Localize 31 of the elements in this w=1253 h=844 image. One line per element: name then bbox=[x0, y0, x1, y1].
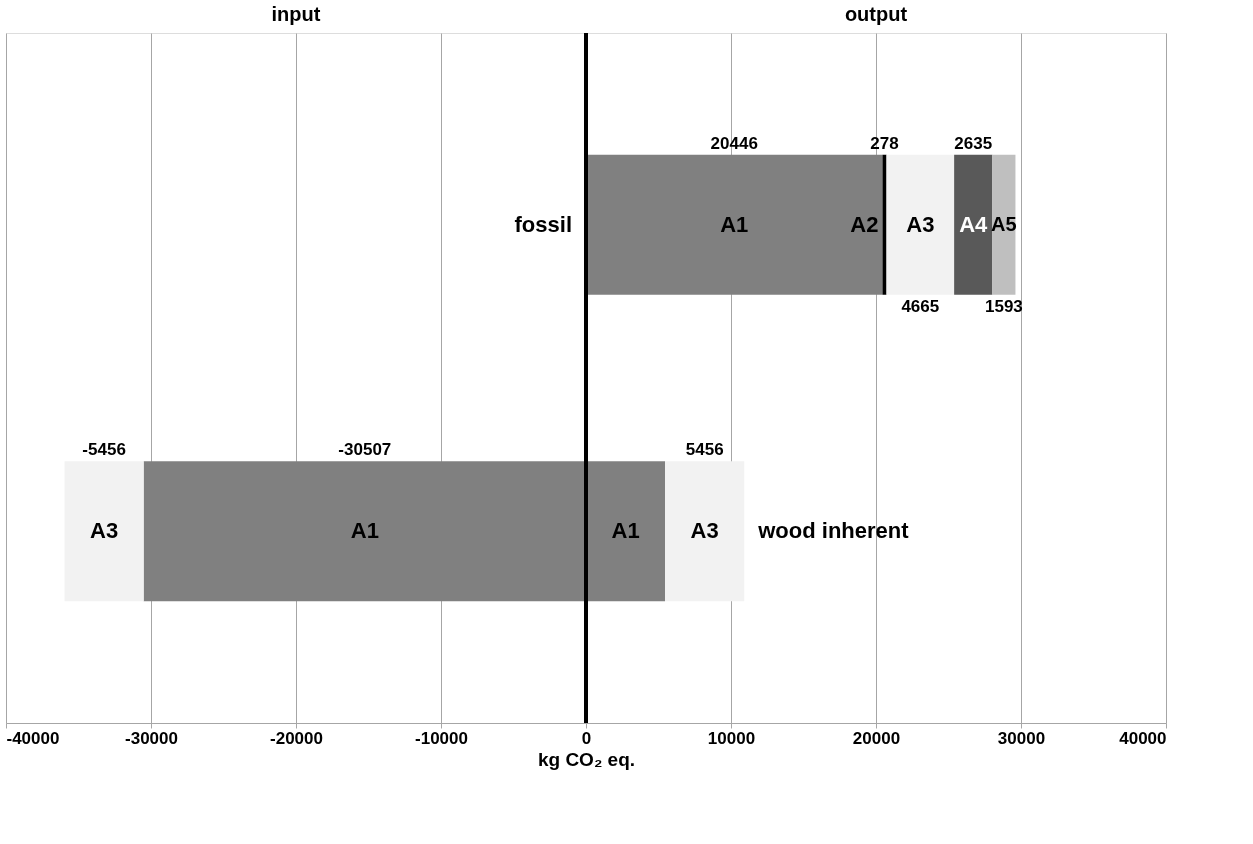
series-label: A5 bbox=[991, 212, 1017, 235]
x-tick-label: -30000 bbox=[125, 728, 178, 748]
x-tick-label: 30000 bbox=[997, 728, 1046, 748]
data-label: -5456 bbox=[82, 440, 126, 460]
x-axis-title: kg CO₂ eq. bbox=[537, 748, 636, 770]
x-tick-label: 40000 bbox=[1119, 728, 1167, 748]
data-label: 278 bbox=[870, 133, 899, 153]
data-label: 20446 bbox=[710, 133, 758, 153]
x-tick-label: 10000 bbox=[707, 728, 756, 748]
series-label: A3 bbox=[90, 518, 119, 544]
y-tick-label: wood inherent bbox=[757, 518, 910, 544]
x-tick-label: 20000 bbox=[852, 728, 901, 748]
x-tick-label: 0 bbox=[581, 728, 592, 748]
x-tick-label: -40000 bbox=[6, 728, 60, 748]
series-label: A2 bbox=[850, 211, 879, 237]
text: output bbox=[844, 3, 908, 25]
text: A1 bbox=[720, 211, 749, 237]
text: A3 bbox=[690, 518, 719, 544]
data-label: -30507 bbox=[338, 440, 392, 460]
series-label: A1 bbox=[350, 518, 379, 544]
series-label: A3 bbox=[906, 211, 935, 237]
y-tick-label: fossil bbox=[514, 211, 572, 237]
x-tick-label: -10000 bbox=[415, 728, 468, 748]
x-tick-label: -20000 bbox=[270, 728, 323, 748]
series-label: A1 bbox=[611, 518, 640, 544]
series-label: A4 bbox=[959, 211, 989, 237]
data-label: 4665 bbox=[901, 296, 940, 316]
text: input bbox=[271, 3, 321, 25]
data-label: 2635 bbox=[954, 133, 993, 153]
data-label: 5456 bbox=[685, 440, 724, 460]
data-label: 1593 bbox=[984, 296, 1023, 316]
